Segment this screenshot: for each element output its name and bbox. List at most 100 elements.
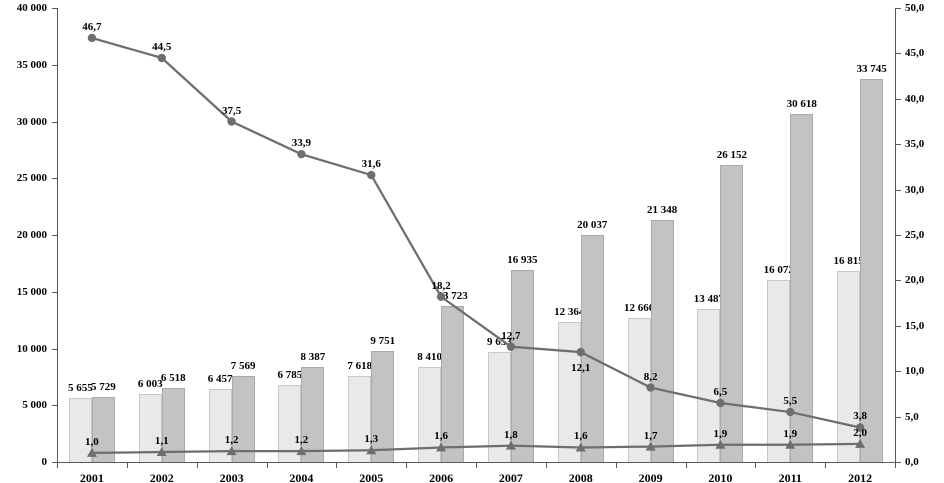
- x-axis-tick: [755, 463, 757, 468]
- left-axis-label: 5 000: [22, 399, 47, 412]
- circle-marker: [157, 53, 166, 63]
- bar-light: [278, 384, 302, 462]
- bar-light: [348, 375, 372, 462]
- bar-value-label: 8 387: [300, 350, 326, 363]
- x-axis-tick: [126, 463, 128, 468]
- left-axis-label: 15 000: [16, 285, 47, 298]
- circle-marker: [367, 170, 376, 180]
- line-point-label: 33,9: [291, 137, 312, 150]
- line-point-label: 1,1: [154, 435, 169, 447]
- line-point-label: 1,2: [224, 434, 239, 447]
- line-point-label: 3,8: [853, 410, 867, 423]
- line-point-label: 44,5: [152, 40, 172, 53]
- bar-value-label: 20 037: [577, 218, 608, 231]
- right-axis-tick: [896, 144, 901, 146]
- bar-dark: [301, 366, 325, 462]
- left-axis-label: 40 000: [16, 2, 47, 14]
- bar-dark: [720, 165, 744, 462]
- right-axis-tick: [896, 235, 901, 236]
- left-axis-tick: [52, 121, 57, 123]
- line-point-label: 1,8: [504, 428, 518, 441]
- line-point-label: 1,0: [85, 435, 99, 448]
- left-axis-label: 35 000: [16, 58, 47, 71]
- bar-dark: [91, 396, 115, 462]
- right-axis-label: 35,0: [905, 138, 925, 151]
- line-point-label: 2,0: [853, 426, 867, 439]
- x-axis-tick: [825, 463, 827, 468]
- bar-light: [418, 366, 442, 462]
- right-axis-label: 25,0: [905, 229, 925, 241]
- left-axis-label: 30 000: [16, 115, 47, 128]
- left-axis-tick: [52, 178, 57, 180]
- right-axis-label: 5,0: [905, 410, 919, 423]
- x-axis-tick: [545, 463, 547, 468]
- right-axis-label: 30,0: [905, 183, 925, 196]
- right-axis-label: 10,0: [905, 365, 925, 378]
- bar-light: [487, 352, 511, 462]
- right-axis-tick: [896, 280, 901, 282]
- bar-value-label: 16 935: [507, 253, 538, 266]
- line-point-label: 31,6: [361, 158, 381, 171]
- line-point-label: 18,2: [431, 279, 451, 292]
- x-axis-category-label: 2008: [568, 471, 593, 483]
- right-axis-tick: [896, 416, 901, 418]
- right-axis-label: 50,0: [905, 2, 925, 14]
- x-axis-tick: [685, 463, 687, 468]
- line-point-label: 37,5: [221, 104, 242, 117]
- line-point-label: 1,2: [294, 434, 309, 447]
- right-axis-line: [895, 8, 896, 463]
- x-axis-category-label: 2009: [638, 471, 663, 483]
- right-axis-tick: [896, 189, 901, 191]
- bar-dark: [231, 376, 255, 462]
- left-axis-label: 25 000: [16, 172, 47, 185]
- x-axis-tick: [266, 463, 268, 468]
- bar-value-label: 9 751: [370, 335, 396, 348]
- line-point-label: 1,9: [713, 427, 728, 440]
- bar-value-label: 21 348: [646, 203, 678, 216]
- bar-value-label: 26 152: [716, 149, 748, 162]
- right-axis-label: 40,0: [905, 92, 925, 105]
- right-axis-label: 15,0: [905, 319, 925, 332]
- line-point-label: 1,9: [783, 427, 798, 440]
- x-axis-category-label: 2006: [429, 471, 454, 483]
- left-axis-tick: [52, 348, 57, 350]
- x-axis-category-label: 2001: [79, 471, 104, 483]
- x-axis-category-label: 2012: [848, 471, 873, 483]
- bar-light: [208, 388, 232, 462]
- bar-light: [68, 397, 92, 462]
- right-axis-tick: [896, 371, 901, 373]
- x-axis-tick: [336, 463, 338, 468]
- left-axis-tick: [52, 8, 57, 9]
- x-axis-tick: [895, 463, 896, 468]
- circle-marker: [227, 117, 236, 126]
- line-point-label: 12,1: [571, 362, 591, 375]
- left-axis-line: [57, 8, 58, 463]
- x-axis-category-label: 2010: [708, 471, 733, 483]
- left-axis-tick: [52, 291, 57, 293]
- left-axis-label: 10 000: [16, 342, 47, 355]
- bar-dark: [860, 78, 884, 462]
- right-axis-label: 0,0: [905, 456, 919, 468]
- left-axis-tick: [52, 235, 57, 236]
- bar-dark: [790, 114, 814, 462]
- bar-value-label: 5 729: [91, 380, 116, 393]
- bar-light: [138, 393, 162, 462]
- line-point-label: 8,2: [643, 370, 658, 383]
- x-axis-category-label: 2011: [778, 471, 802, 483]
- x-axis-category-label: 2007: [498, 471, 523, 483]
- left-axis-tick: [52, 405, 57, 407]
- bar-dark: [650, 219, 674, 462]
- bar-value-label: 7 569: [230, 360, 256, 373]
- x-axis-category-label: 2002: [149, 471, 174, 483]
- line-point-label: 1,3: [364, 433, 379, 446]
- left-axis-label: 20 000: [16, 229, 47, 241]
- right-axis-tick: [896, 462, 901, 463]
- x-axis-category-label: 2005: [359, 471, 384, 483]
- x-axis-tick: [406, 463, 408, 468]
- bar-dark: [580, 234, 604, 462]
- line-point-label: 12,7: [501, 329, 521, 342]
- bar-dark: [161, 388, 185, 462]
- x-axis-category-label: 2004: [289, 471, 314, 483]
- right-axis-tick: [896, 98, 901, 100]
- right-axis-tick: [896, 325, 901, 327]
